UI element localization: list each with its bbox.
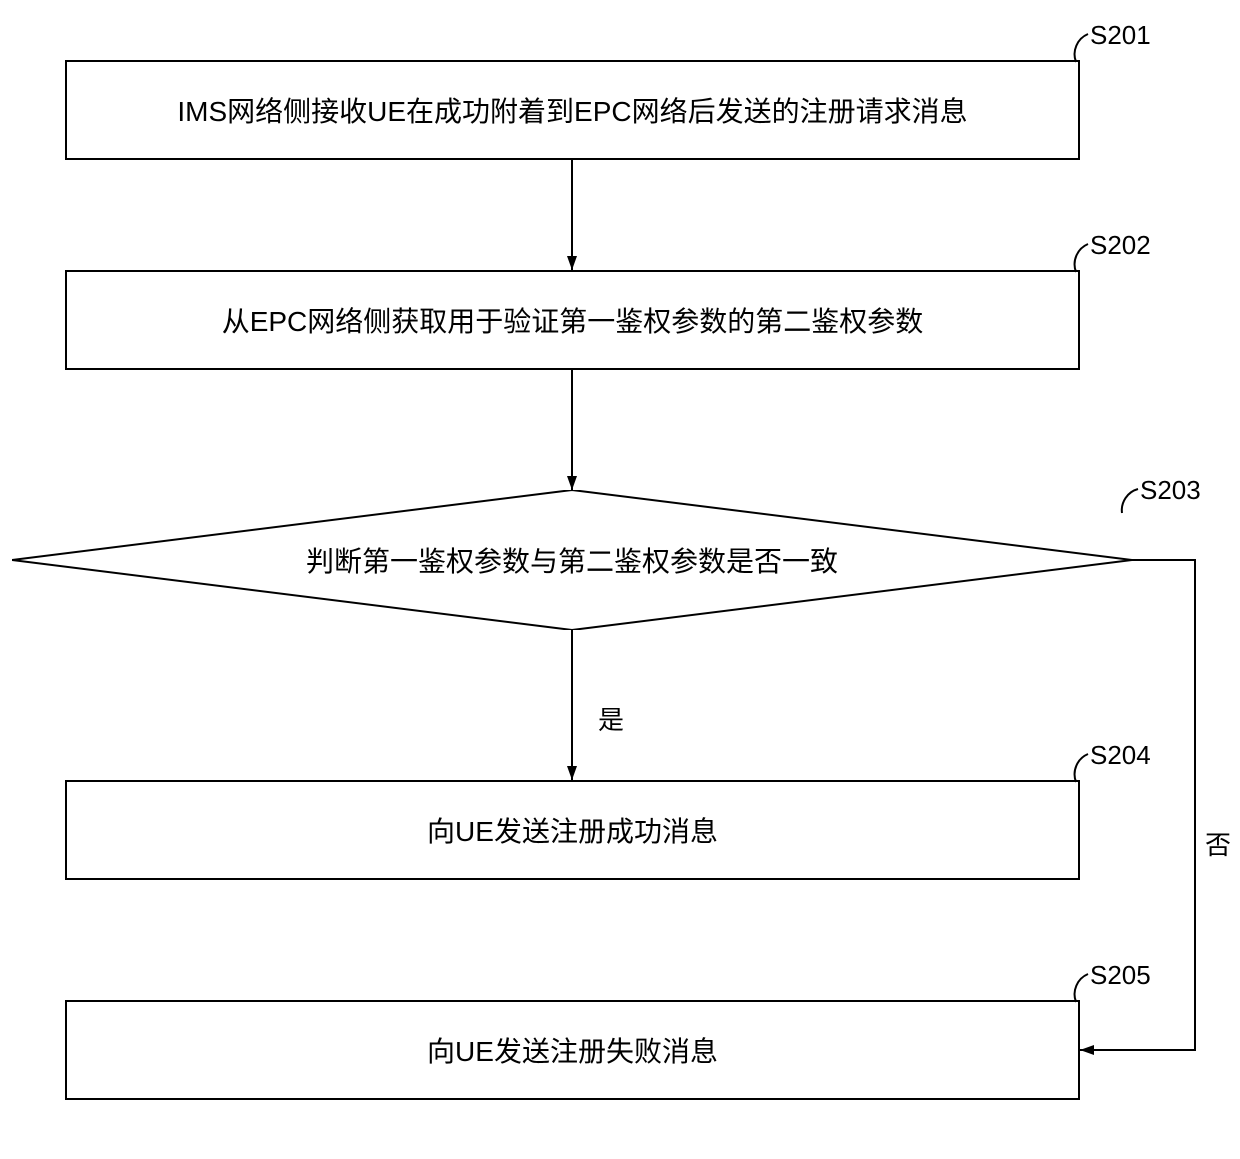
step-s204-text: 向UE发送注册成功消息	[427, 810, 718, 850]
flowchart-canvas: S201 IMS网络侧接收UE在成功附着到EPC网络后发送的注册请求消息 S20…	[0, 0, 1240, 1159]
step-s204: 向UE发送注册成功消息	[65, 780, 1080, 880]
edge-label-yes: 是	[598, 700, 624, 737]
step-label-s201: S201	[1090, 20, 1151, 51]
step-s201-text: IMS网络侧接收UE在成功附着到EPC网络后发送的注册请求消息	[177, 90, 967, 130]
step-s201: IMS网络侧接收UE在成功附着到EPC网络后发送的注册请求消息	[65, 60, 1080, 160]
step-label-s202: S202	[1090, 230, 1151, 261]
edge-label-no: 否	[1205, 825, 1231, 862]
step-label-s205: S205	[1090, 960, 1151, 991]
step-label-s204: S204	[1090, 740, 1151, 771]
step-s202: 从EPC网络侧获取用于验证第一鉴权参数的第二鉴权参数	[65, 270, 1080, 370]
step-s205: 向UE发送注册失败消息	[65, 1000, 1080, 1100]
step-label-s203: S203	[1140, 475, 1201, 506]
step-s205-text: 向UE发送注册失败消息	[427, 1030, 718, 1070]
decision-s203-shape	[12, 490, 1132, 630]
decision-s203	[12, 490, 1132, 630]
step-s202-text: 从EPC网络侧获取用于验证第一鉴权参数的第二鉴权参数	[222, 300, 924, 340]
